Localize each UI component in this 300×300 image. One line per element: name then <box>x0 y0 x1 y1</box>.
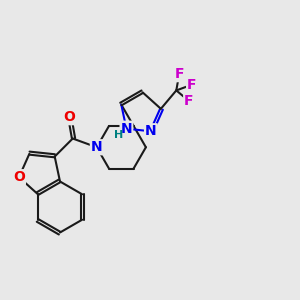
Text: F: F <box>174 67 184 81</box>
Text: N: N <box>145 124 157 138</box>
Text: O: O <box>13 170 25 184</box>
Text: F: F <box>187 78 196 92</box>
Text: H: H <box>114 130 124 140</box>
Text: F: F <box>184 94 194 108</box>
Text: N: N <box>121 122 132 136</box>
Text: O: O <box>63 110 75 124</box>
Text: N: N <box>91 140 103 154</box>
